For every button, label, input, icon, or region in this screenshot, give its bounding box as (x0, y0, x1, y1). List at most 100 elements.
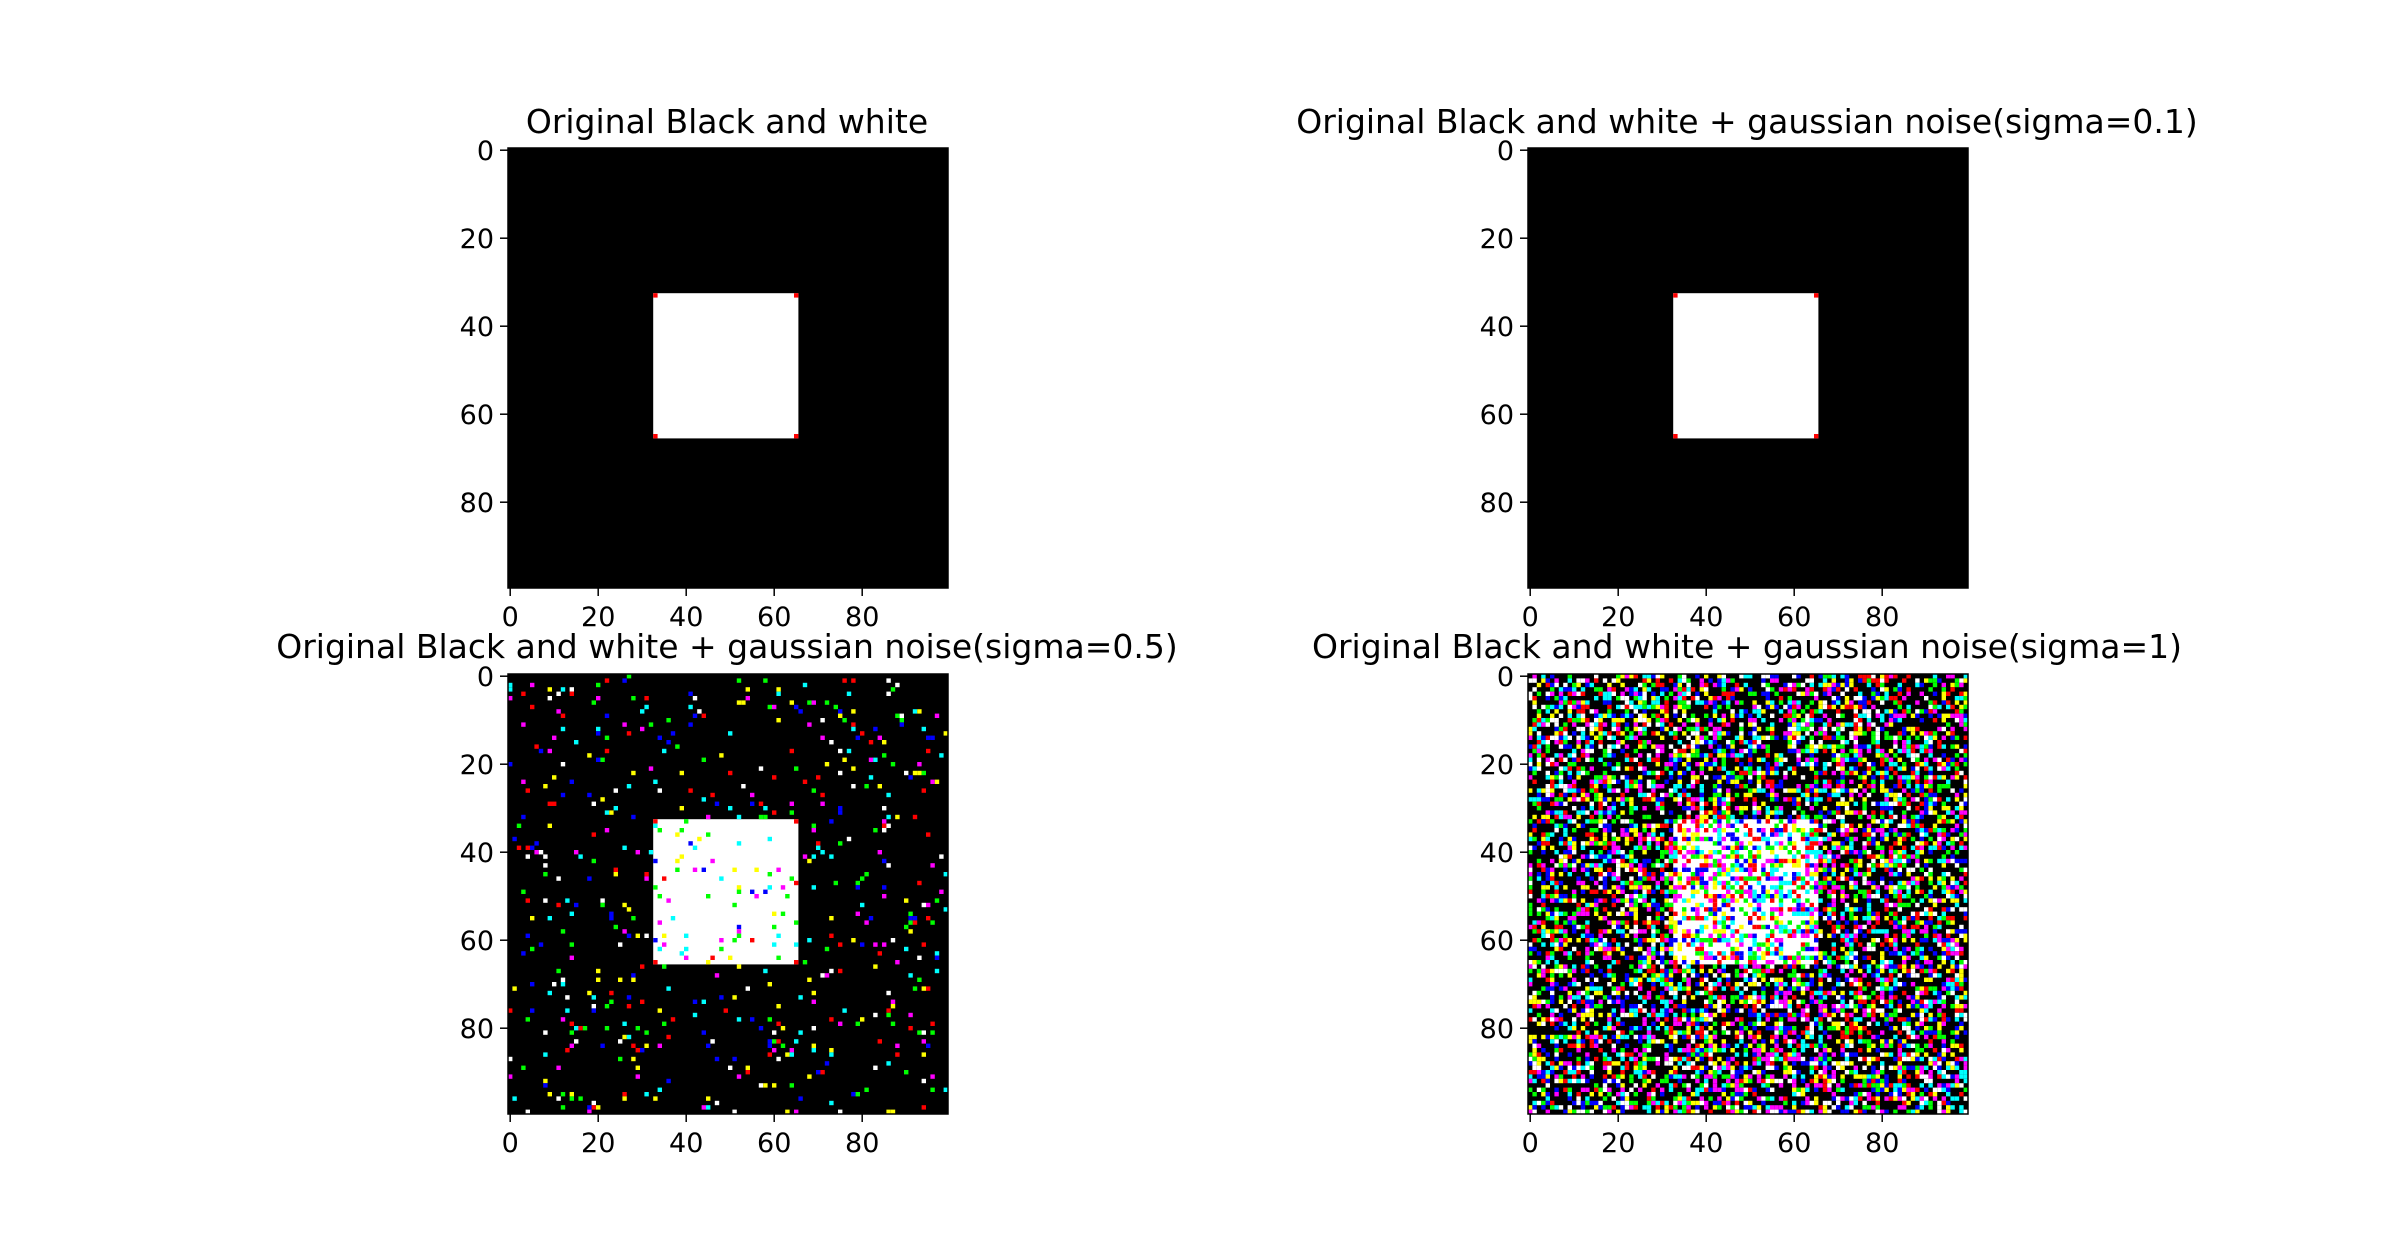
noise-pixel (591, 1105, 596, 1110)
noise-pixel (1787, 718, 1792, 723)
noise-pixel (1827, 907, 1832, 912)
noise-pixel (1880, 828, 1885, 833)
noise-pixel (1734, 955, 1740, 960)
noise-pixel (1787, 709, 1792, 714)
noise-pixel (1959, 929, 1964, 934)
noise-pixel (1880, 753, 1885, 758)
noise-pixel (1532, 722, 1537, 727)
noise-pixel (1545, 797, 1550, 802)
noise-pixel (1875, 819, 1880, 824)
noise-pixel (1554, 964, 1559, 969)
noise-pixel (1818, 823, 1823, 828)
noise-pixel (1858, 810, 1863, 815)
noise-pixel (1809, 872, 1814, 877)
noise-pixel (1607, 854, 1612, 859)
noise-pixel (1756, 880, 1762, 886)
noise-pixel (1875, 682, 1880, 688)
noise-pixel (1607, 814, 1612, 820)
noise-pixel (1756, 924, 1762, 930)
noise-pixel (1668, 1008, 1674, 1013)
noise-pixel (1787, 920, 1792, 925)
noise-pixel (1695, 740, 1700, 745)
noise-pixel (1836, 766, 1841, 771)
noise-pixel (1558, 775, 1564, 780)
noise-pixel (1660, 687, 1665, 692)
noise-pixel (1809, 757, 1814, 762)
noise-pixel (1924, 784, 1929, 789)
noise-pixel (1660, 977, 1665, 982)
noise-pixel (1822, 726, 1828, 732)
noise-pixel (1660, 797, 1665, 802)
noise-pixel (1954, 885, 1960, 890)
noise-pixel (1616, 920, 1621, 925)
noise-pixel (1800, 775, 1806, 780)
noise-pixel (1589, 841, 1594, 846)
noise-pixel (1638, 779, 1643, 784)
noise-pixel (1598, 946, 1603, 952)
noise-pixel (1950, 1004, 1955, 1009)
noise-pixel (1682, 788, 1687, 793)
noise-pixel (798, 1096, 803, 1101)
noise-pixel (1796, 1004, 1801, 1009)
noise-pixel (1756, 784, 1762, 789)
noise-pixel (1915, 1012, 1920, 1018)
noise-pixel (934, 898, 940, 903)
noise-pixel (1915, 678, 1920, 683)
noise-pixel (1866, 744, 1872, 749)
noise-pixel (1831, 946, 1836, 952)
noise-pixel (1836, 841, 1841, 846)
noise-pixel (1611, 735, 1616, 740)
noise-pixel (1748, 858, 1753, 864)
noise-pixel (1642, 850, 1647, 855)
noise-pixel (1937, 704, 1942, 710)
noise-pixel (1937, 1012, 1942, 1018)
noise-pixel (1893, 951, 1898, 956)
noise-pixel (1580, 709, 1586, 714)
noise-pixel (829, 916, 834, 921)
noise-pixel (1651, 982, 1656, 987)
noise-pixel (1580, 748, 1586, 754)
noise-pixel (1787, 894, 1792, 899)
noise-pixel (596, 968, 601, 974)
noise-pixel (1536, 911, 1542, 916)
noise-pixel (626, 784, 632, 789)
noise-pixel (569, 911, 574, 916)
noise-pixel (613, 867, 618, 872)
noise-pixel (1919, 850, 1924, 855)
noise-pixel (1642, 814, 1647, 820)
noise-pixel (1580, 964, 1586, 969)
noise-pixel (1862, 779, 1867, 784)
noise-pixel (1849, 938, 1854, 943)
noise-pixel (1730, 753, 1735, 758)
noise-pixel (1708, 700, 1713, 705)
noise-pixel (1734, 951, 1740, 956)
noise-pixel (1536, 968, 1542, 974)
noise-pixel (1796, 885, 1801, 890)
noise-pixel (1655, 841, 1660, 846)
noise-pixel (1840, 872, 1845, 877)
noise-pixel (1664, 933, 1669, 938)
noise-pixel (1814, 696, 1819, 701)
noise-pixel (1919, 744, 1924, 749)
noise-pixel (1831, 1012, 1836, 1018)
noise-pixel (1866, 920, 1872, 925)
noise-pixel (1884, 858, 1889, 864)
noise-pixel (1792, 744, 1797, 749)
noise-pixel (838, 1021, 843, 1026)
noise-pixel (1884, 797, 1889, 802)
noise-pixel (1849, 678, 1854, 683)
noise-pixel (1919, 731, 1924, 736)
noise-pixel (1844, 740, 1850, 745)
noise-pixel (1695, 850, 1700, 855)
noise-pixel (1853, 1008, 1858, 1013)
noise-pixel (1686, 876, 1691, 881)
noise-pixel (1880, 748, 1885, 754)
noise-pixel (1567, 920, 1572, 925)
noise-pixel (1897, 700, 1902, 705)
noise-pixel (1607, 1012, 1612, 1018)
noise-pixel (1963, 674, 1968, 679)
noise-pixel (604, 748, 610, 754)
noise-pixel (1594, 810, 1599, 815)
noise-pixel (1594, 713, 1599, 718)
noise-pixel (1686, 704, 1691, 710)
